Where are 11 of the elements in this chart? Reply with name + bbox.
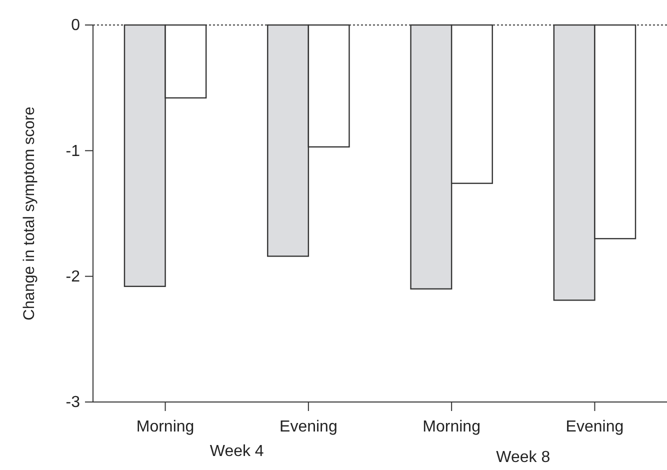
x-tick-label: Morning: [136, 418, 194, 436]
text: Week 4: [210, 443, 264, 460]
y-tick-label: -3: [66, 394, 80, 412]
y-tick-label: 0: [71, 17, 80, 34]
text: Week 8: [496, 449, 550, 466]
x-tick-label: Evening: [280, 418, 338, 436]
y-tick-label: -2: [66, 268, 80, 286]
x-tick-label: Evening: [566, 418, 624, 436]
x-tick-label: Morning: [422, 418, 480, 436]
y-axis-title: Change in total symptom score: [21, 106, 38, 320]
y-tick-label: -1: [66, 142, 80, 160]
